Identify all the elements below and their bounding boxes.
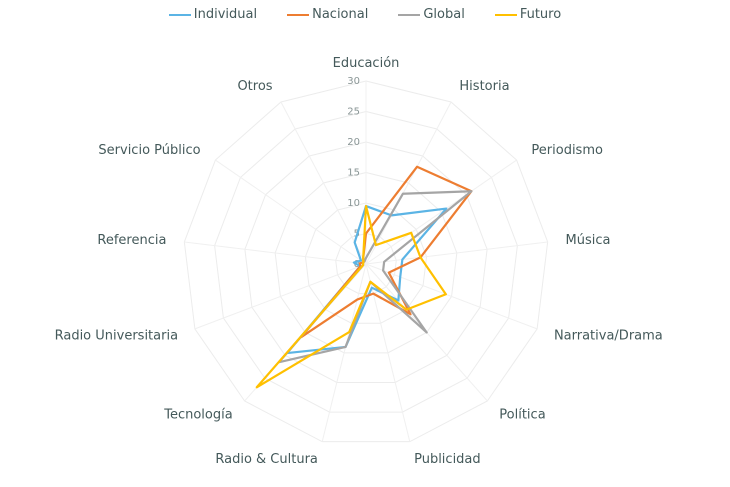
legend-item-futuro[interactable]: Futuro: [494, 7, 562, 22]
grid-spoke: [365, 159, 517, 265]
legend-item-global[interactable]: Global: [398, 7, 465, 22]
axis-label: Historia: [459, 79, 509, 94]
tick-label: 25: [347, 107, 360, 118]
chart-legend: Individual Nacional Global Futuro: [0, 7, 730, 22]
axis-label: Periodismo: [531, 143, 603, 158]
axis-label: Música: [566, 233, 611, 248]
axis-label: Narrativa/Drama: [554, 328, 663, 343]
grid-ring: [183, 80, 549, 443]
grid-spoke: [280, 101, 367, 265]
grid-spoke: [215, 159, 367, 265]
tick-label: 30: [347, 76, 360, 87]
grid-ring: [244, 141, 488, 383]
grid-ring: [214, 110, 518, 413]
grid-spoke: [184, 241, 367, 265]
axis-label: Educación: [333, 56, 400, 71]
radar-series: [255, 165, 473, 389]
axis-label: Política: [499, 407, 545, 422]
axis-label: Referencia: [97, 233, 166, 248]
grid-spoke: [321, 263, 367, 442]
legend-swatch-nacional: [287, 13, 310, 16]
tick-label: 10: [347, 198, 360, 209]
legend-item-individual[interactable]: Individual: [168, 7, 258, 22]
axis-label: Radio & Cultura: [215, 452, 318, 467]
radar-grid: [183, 80, 549, 443]
legend-swatch-futuro: [494, 13, 517, 16]
grid-spoke: [365, 263, 538, 330]
grid-ring: [274, 171, 458, 354]
axis-label: Otros: [237, 79, 272, 94]
axis-label: Servicio Público: [98, 143, 200, 158]
legend-item-nacional[interactable]: Nacional: [287, 7, 368, 22]
tick-label: 20: [347, 137, 360, 148]
axis-labels: Educación Historia Periodismo Música Narrati…: [55, 56, 663, 467]
tick-label: 15: [347, 168, 360, 179]
legend-label: Nacional: [312, 7, 369, 22]
axis-label: Radio Universitaria: [55, 328, 178, 343]
series-futuro[interactable]: [255, 204, 447, 389]
grid-spoke: [365, 101, 452, 265]
legend-label: Individual: [193, 7, 258, 22]
legend-swatch-individual: [168, 13, 191, 16]
axis-label: Publicidad: [414, 452, 481, 467]
legend-label: Global: [423, 7, 465, 22]
axis-label: Tecnología: [163, 407, 232, 422]
grid-spoke: [194, 263, 367, 330]
grid-spoke: [365, 241, 548, 265]
legend-label: Futuro: [519, 7, 562, 22]
legend-swatch-global: [398, 13, 421, 16]
